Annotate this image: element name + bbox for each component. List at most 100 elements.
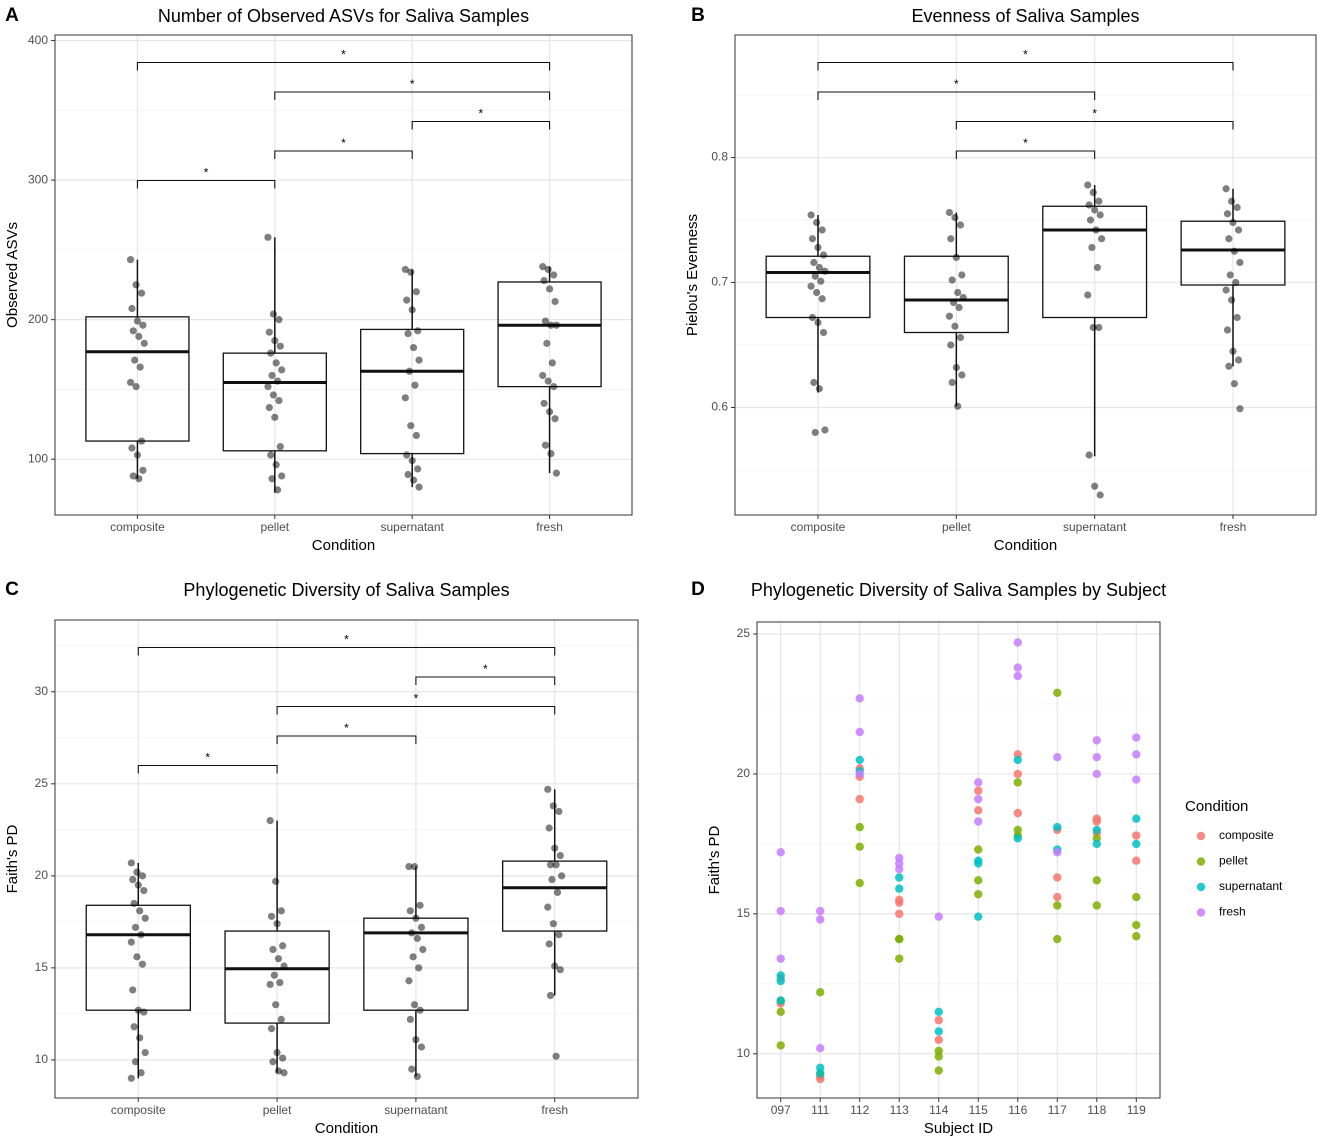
plot-background [757,622,1160,1098]
point [419,945,427,954]
bracket-label: * [483,662,488,676]
point [140,339,148,347]
y-tick-label: 0.7 [711,275,728,289]
point [819,251,828,259]
point [1132,892,1141,902]
point [1092,752,1101,762]
point [1230,247,1238,255]
bracket [817,61,1234,71]
point [272,359,280,367]
point [1091,206,1099,214]
point [276,342,284,350]
point [130,1023,138,1031]
point [816,988,825,997]
point [1229,347,1237,355]
point [273,1048,281,1057]
point [808,235,817,243]
point [129,875,137,884]
y-tick-label: 20 [737,766,751,780]
x-tick-label: 118 [1087,1103,1106,1117]
point [1091,482,1099,490]
point [813,218,821,227]
point [1088,243,1096,252]
point [974,845,983,854]
x-tick-label: composite [111,1103,166,1117]
point [133,953,141,961]
point [141,1048,149,1057]
point [541,317,550,325]
point [136,1034,144,1042]
point [1233,313,1241,322]
y-tick-label: 0.8 [711,150,728,164]
bracket [136,61,551,71]
point [549,920,557,928]
point [556,851,564,860]
point [548,359,556,367]
point [1093,263,1102,272]
point [134,1006,142,1014]
y-tick-label: 10 [737,1046,751,1060]
point [271,413,279,421]
point [407,422,415,430]
point [414,465,422,473]
plot-background [55,35,632,515]
point [266,980,274,989]
point [945,208,954,217]
plot-border [734,34,1317,516]
chart-title: Phylogenetic Diversity of Saliva Samples… [751,580,1166,600]
point [546,991,555,1000]
point [1053,934,1062,944]
point [413,1072,421,1081]
point [1223,326,1232,334]
y-tick-label: 0.6 [711,400,728,414]
point [265,403,273,412]
legend-label: fresh [1219,905,1246,919]
point [1222,286,1230,294]
point [895,864,904,874]
point [415,964,423,972]
point [274,1067,283,1075]
point [974,876,983,885]
point [133,317,142,325]
point [272,1001,280,1009]
point [406,907,414,915]
point [280,962,288,970]
point [275,396,283,405]
bracket [955,150,1096,159]
panel-label: C [5,579,19,600]
y-tick-label: 100 [28,451,48,465]
point [131,923,140,931]
y-axis-label: Pielou's Evenness [684,214,701,336]
point [545,824,553,832]
point [818,295,826,303]
point [280,1069,288,1077]
point [1229,218,1237,227]
point [139,321,147,329]
point [277,907,285,915]
point [552,1052,560,1060]
point [1132,839,1141,849]
x-tick-label: 116 [1008,1103,1027,1117]
point [1092,825,1101,835]
point [552,861,560,869]
point [776,906,785,916]
point [413,934,421,943]
point [1226,271,1234,279]
point [137,437,146,445]
point [139,466,147,474]
point [1092,226,1100,234]
x-tick-label: 119 [1127,1103,1146,1117]
point [131,1058,140,1066]
x-tick-label: pellet [942,520,971,534]
point [1053,688,1062,697]
point [273,377,282,385]
point [1053,873,1062,882]
point [409,476,418,484]
point [272,461,280,469]
legend-label: supernatant [1219,879,1283,893]
bracket-label: * [344,633,349,647]
bracket-label: * [1092,107,1097,121]
point [1132,814,1141,823]
point [276,978,284,987]
point [1013,808,1022,818]
